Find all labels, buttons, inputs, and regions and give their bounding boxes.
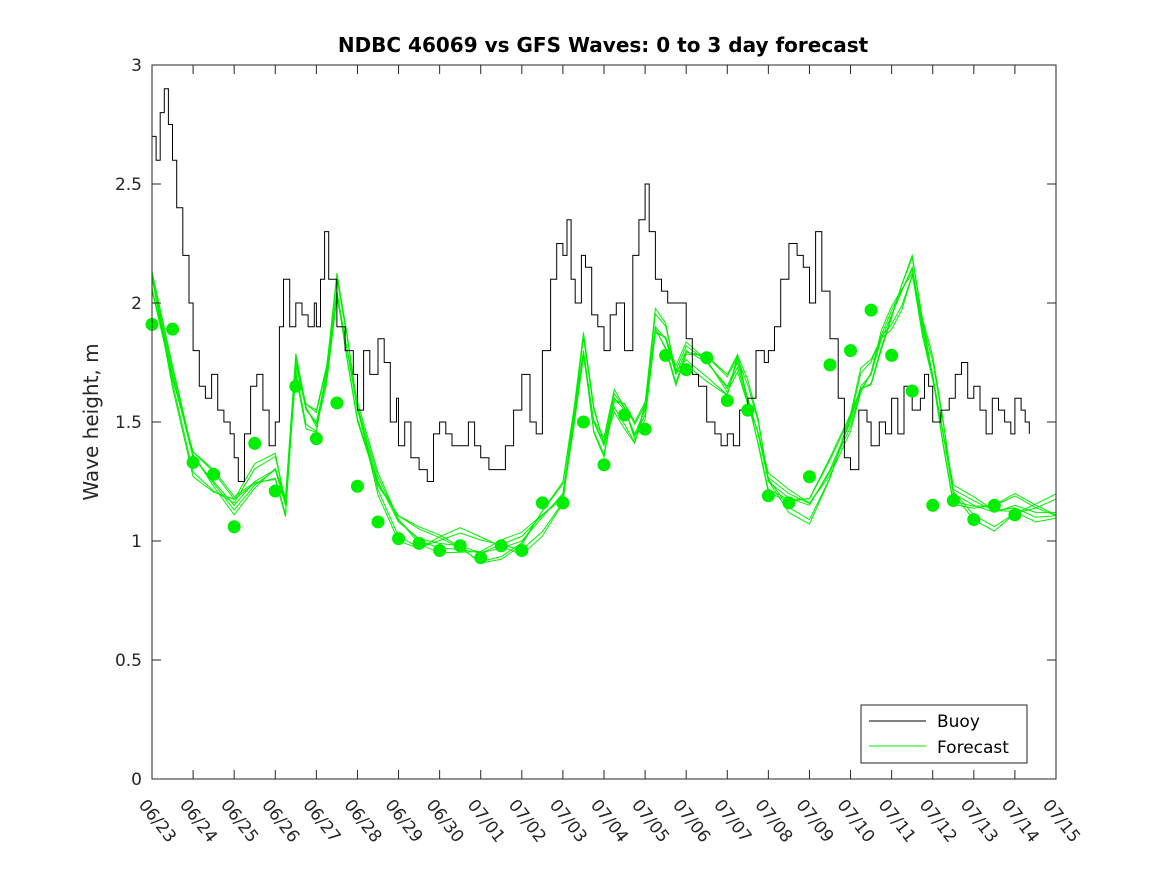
forecast-point bbox=[392, 532, 406, 546]
forecast-point bbox=[330, 396, 344, 410]
forecast-point bbox=[1008, 508, 1022, 522]
y-tick-label: 0.5 bbox=[115, 651, 142, 671]
forecast-point bbox=[350, 479, 364, 493]
plot-area bbox=[145, 88, 1057, 565]
forecast-point bbox=[453, 539, 467, 553]
x-tick-label: 07/09 bbox=[792, 796, 838, 847]
forecast-point bbox=[576, 415, 590, 429]
x-tick-label: 07/07 bbox=[709, 796, 755, 847]
forecast-point bbox=[556, 496, 570, 510]
forecast-point bbox=[248, 436, 262, 450]
y-tick-label: 3 bbox=[131, 56, 142, 76]
forecast-point bbox=[782, 496, 796, 510]
x-tick-label: 06/30 bbox=[422, 796, 468, 847]
x-tick-label: 06/24 bbox=[175, 796, 221, 847]
x-tick-label: 07/04 bbox=[586, 796, 632, 847]
forecast-point bbox=[802, 470, 816, 484]
x-tick-label: 06/23 bbox=[134, 796, 180, 847]
forecast-point bbox=[946, 494, 960, 508]
x-tick-label: 07/01 bbox=[463, 796, 509, 847]
x-tick-label: 07/03 bbox=[545, 796, 591, 847]
forecast-point bbox=[371, 515, 385, 529]
y-axis-label: Wave height, m bbox=[79, 343, 103, 500]
forecast-point bbox=[186, 455, 200, 469]
forecast-point bbox=[659, 348, 673, 362]
forecast-point bbox=[166, 322, 180, 336]
forecast-point bbox=[207, 467, 221, 481]
forecast-point bbox=[268, 484, 282, 498]
y-tick-label: 1 bbox=[131, 532, 142, 552]
forecast-point bbox=[309, 432, 323, 446]
y-tick-label: 2 bbox=[131, 294, 142, 314]
x-tick-label: 07/06 bbox=[668, 796, 714, 847]
forecast-line bbox=[151, 268, 1057, 554]
forecast-point bbox=[618, 408, 632, 422]
forecast-point bbox=[823, 358, 837, 372]
legend-forecast-label: Forecast bbox=[937, 738, 1009, 758]
forecast-point bbox=[597, 458, 611, 472]
x-tick-label: 07/02 bbox=[504, 796, 550, 847]
forecast-point bbox=[700, 351, 714, 365]
y-tick-label: 0 bbox=[131, 770, 142, 790]
forecast-point bbox=[741, 403, 755, 417]
forecast-point bbox=[474, 551, 488, 565]
x-tick-label: 06/26 bbox=[257, 796, 303, 847]
legend-box bbox=[860, 704, 1028, 764]
forecast-line bbox=[151, 273, 1057, 551]
x-tick-label: 07/15 bbox=[1038, 796, 1084, 847]
plot-frame bbox=[151, 64, 1057, 780]
forecast-point bbox=[864, 303, 878, 317]
y-tick-label: 2.5 bbox=[115, 175, 142, 195]
x-tick-label: 07/12 bbox=[915, 796, 961, 847]
forecast-point bbox=[433, 544, 447, 558]
legend: Buoy Forecast bbox=[860, 704, 1028, 764]
forecast-point bbox=[227, 520, 241, 534]
chart-title: NDBC 46069 vs GFS Waves: 0 to 3 day fore… bbox=[338, 33, 869, 57]
legend-buoy-label: Buoy bbox=[937, 712, 980, 732]
x-tick-label: 07/11 bbox=[874, 796, 920, 847]
forecast-point bbox=[905, 384, 919, 398]
forecast-point bbox=[761, 489, 775, 503]
y-tick-label: 1.5 bbox=[115, 413, 142, 433]
forecast-point bbox=[987, 498, 1001, 512]
forecast-point bbox=[679, 363, 693, 377]
x-tick-label: 07/14 bbox=[997, 796, 1043, 847]
x-tick-label: 06/27 bbox=[298, 796, 344, 847]
x-tick-label: 07/08 bbox=[750, 796, 796, 847]
forecast-point bbox=[844, 344, 858, 358]
forecast-point bbox=[412, 536, 426, 550]
x-tick-label: 06/25 bbox=[216, 796, 262, 847]
forecast-point bbox=[515, 544, 529, 558]
forecast-point bbox=[638, 422, 652, 436]
x-tick-label: 06/28 bbox=[340, 796, 386, 847]
x-tick-label: 07/10 bbox=[833, 796, 879, 847]
forecast-point bbox=[535, 496, 549, 510]
forecast-point bbox=[885, 348, 899, 362]
forecast-point bbox=[494, 539, 508, 553]
forecast-point bbox=[289, 379, 303, 393]
forecast-point bbox=[967, 513, 981, 527]
x-tick-label: 07/05 bbox=[627, 796, 673, 847]
x-tick-label: 06/29 bbox=[381, 796, 427, 847]
y-axis: 0 0.5 1 1.5 2 2.5 3 bbox=[115, 56, 1056, 790]
x-tick-label: 07/13 bbox=[956, 796, 1002, 847]
forecast-point bbox=[926, 498, 940, 512]
buoy-line bbox=[152, 88, 1030, 482]
forecast-point bbox=[720, 394, 734, 408]
